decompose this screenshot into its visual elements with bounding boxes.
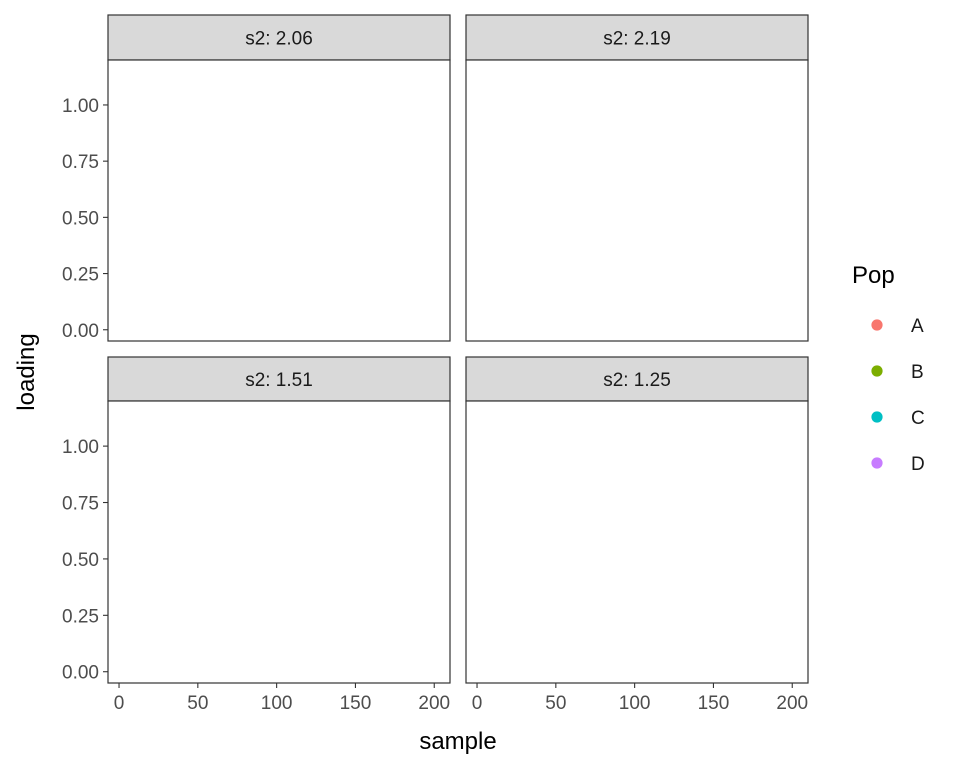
- legend-label: B: [911, 362, 924, 383]
- x-tick-label: 200: [418, 693, 450, 714]
- legend-key-c: [871, 411, 883, 423]
- legend-entry-b: B: [871, 362, 924, 383]
- panel-border: [465, 400, 809, 684]
- y-tick-label: 0.75: [62, 152, 99, 173]
- facet-panels: s2: 2.06 0.00 0.25 0.50 0.75 1.00 s2: 2.19 s2: …: [62, 14, 809, 714]
- facet-strip-label: s2: 1.51: [245, 370, 313, 391]
- x-tick-label: 50: [545, 693, 566, 714]
- legend-key-a: [871, 319, 883, 331]
- facet-strip-label: s2: 2.19: [603, 29, 671, 50]
- y-tick-label: 0.50: [62, 208, 99, 229]
- legend: Pop A B C D: [852, 262, 925, 475]
- facet-strip: [107, 14, 451, 61]
- x-tick-label: 0: [472, 693, 483, 714]
- facet-strip: [465, 356, 809, 402]
- facet-panel-1: s2: 2.06 0.00 0.25 0.50 0.75 1.00: [62, 14, 451, 342]
- x-tick-label: 50: [187, 693, 208, 714]
- panel-border: [107, 400, 451, 684]
- x-tick-label: 100: [261, 693, 293, 714]
- facet-panel-2: s2: 2.19: [465, 14, 809, 342]
- x-tick-label: 150: [698, 693, 730, 714]
- y-tick-label: 0.50: [62, 550, 99, 571]
- facet-strip-label: s2: 1.25: [603, 370, 671, 391]
- facet-panel-3: s2: 1.51 0.00 0.25 0.50 0.75 1.00 0 50 100 150 200: [62, 356, 451, 714]
- x-axis-title: sample: [419, 728, 496, 755]
- y-axis-title: loading: [13, 333, 40, 410]
- legend-entry-c: C: [871, 408, 925, 429]
- panel-border: [465, 59, 809, 342]
- legend-entry-d: D: [871, 454, 925, 475]
- x-tick-label: 0: [114, 693, 125, 714]
- y-tick-label: 0.00: [62, 321, 99, 342]
- x-tick-label: 150: [340, 693, 372, 714]
- facet-strip-label: s2: 2.06: [245, 29, 313, 50]
- panel-border: [107, 59, 451, 342]
- y-tick-label: 0.00: [62, 663, 99, 684]
- x-tick-label: 100: [619, 693, 651, 714]
- legend-title: Pop: [852, 262, 895, 289]
- facet-strip: [107, 356, 451, 402]
- y-tick-label: 1.00: [62, 437, 99, 458]
- x-tick-label: 200: [776, 693, 808, 714]
- y-tick-label: 1.00: [62, 96, 99, 117]
- legend-label: A: [911, 316, 924, 337]
- facet-strip: [465, 14, 809, 61]
- legend-label: D: [911, 454, 925, 475]
- y-tick-label: 0.25: [62, 265, 99, 286]
- legend-key-b: [871, 365, 883, 377]
- legend-label: C: [911, 408, 925, 429]
- legend-key-d: [871, 457, 883, 469]
- y-tick-label: 0.75: [62, 494, 99, 515]
- y-tick-label: 0.25: [62, 606, 99, 627]
- facet-panel-4: s2: 1.25 0 50 100 150 200: [465, 356, 809, 714]
- legend-entry-a: A: [871, 316, 924, 337]
